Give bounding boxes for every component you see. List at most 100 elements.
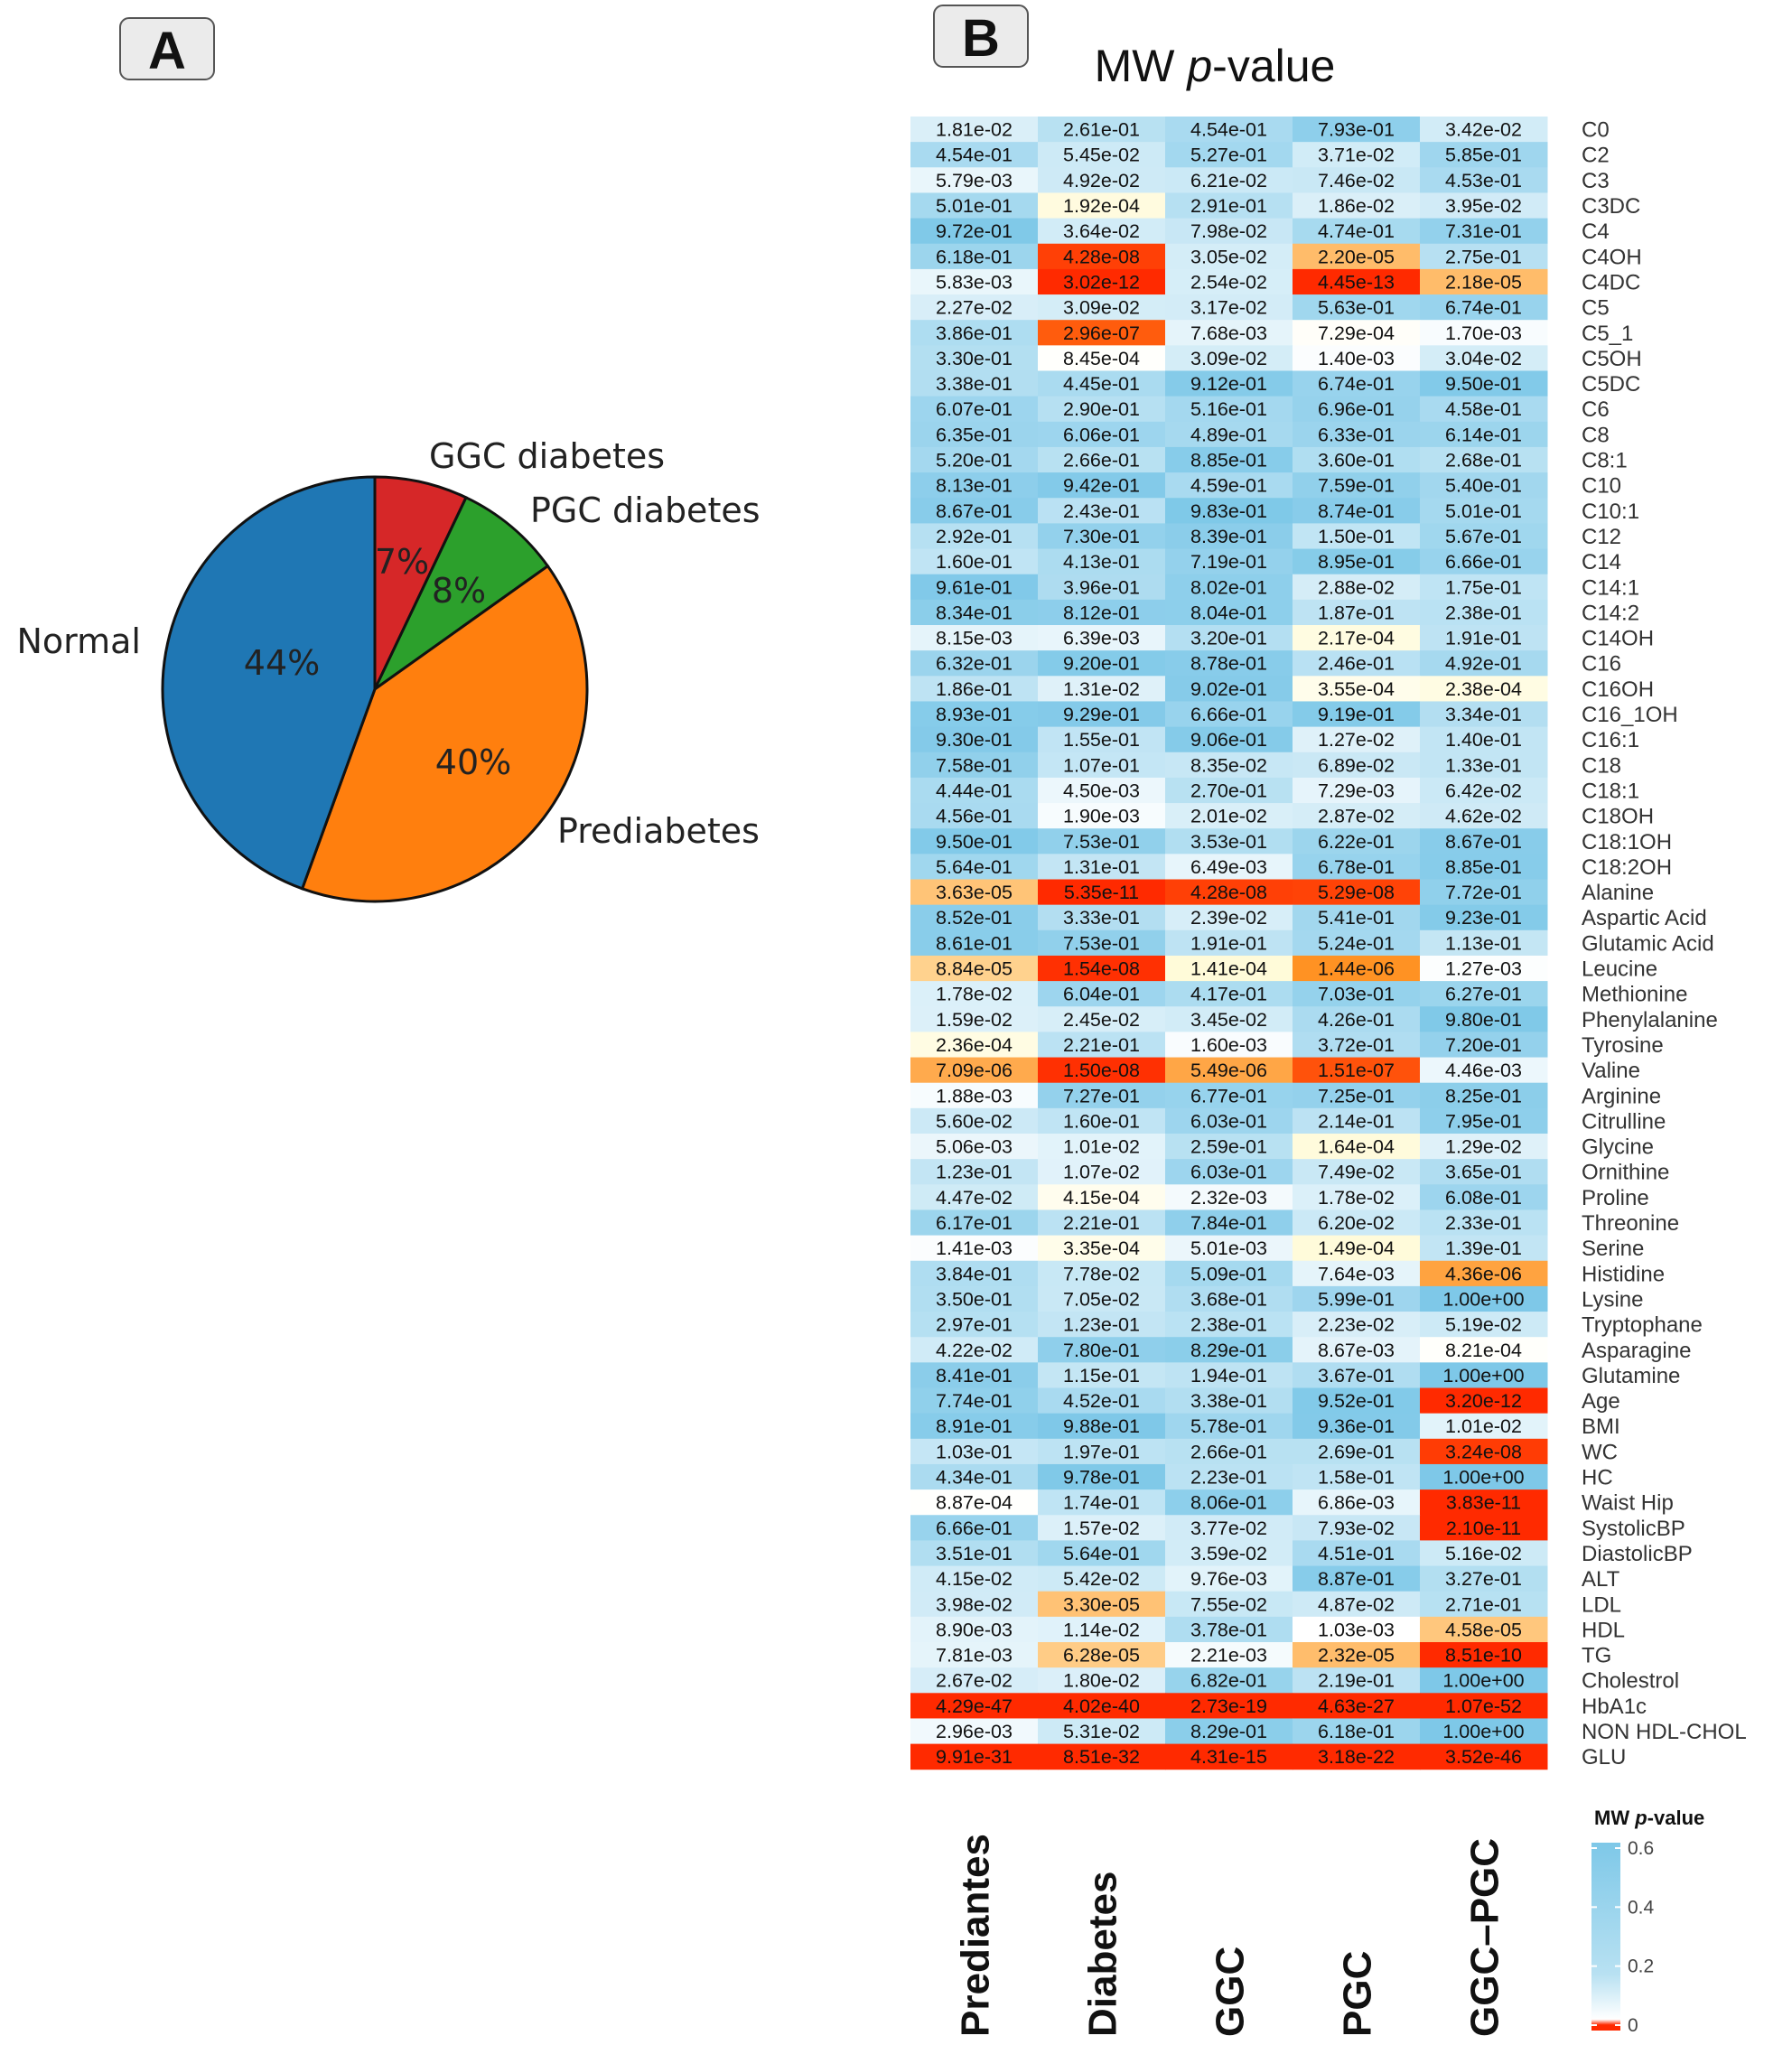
heatmap-cell-value: 3.60e-01	[1318, 450, 1395, 472]
row-label-tg: TG	[1582, 1644, 1611, 1668]
heatmap-cell-value: 9.91e-31	[936, 1746, 1013, 1768]
heatmap-cell-proline-ggc	[1165, 1184, 1293, 1210]
heatmap-cell-value: 1.00e+00	[1442, 1670, 1524, 1692]
heatmap-cell-value: 9.80e-01	[1445, 1009, 1522, 1031]
heatmap-cell-value: 1.51e-07	[1318, 1060, 1395, 1081]
heatmap-cell-value: 1.50e-01	[1318, 526, 1395, 547]
heatmap-cell-value: 3.63e-05	[936, 882, 1013, 903]
heatmap-cell-value: 8.13e-01	[936, 475, 1013, 497]
row-label-c5: C5	[1582, 296, 1610, 321]
heatmap-cell-value: 2.96e-07	[1063, 322, 1140, 344]
heatmap-cell-c4oh-pgc	[1293, 243, 1421, 270]
heatmap-cell-value: 6.14e-01	[1445, 424, 1522, 445]
heatmap-cell-value: 3.04e-02	[1445, 348, 1522, 369]
heatmap-cell-c18-ggc-pgc	[1420, 752, 1548, 779]
heatmap-cell-value: 2.43e-01	[1063, 500, 1140, 522]
heatmap-cell-c5-1-pgc	[1293, 320, 1421, 346]
heatmap-cell-threonine-ggc	[1165, 1209, 1293, 1237]
heatmap-cell-histidine-pgc	[1293, 1260, 1421, 1287]
heatmap-cell-c16-1-ggc	[1165, 726, 1293, 753]
heatmap-cell-value: 8.67e-01	[1445, 831, 1522, 853]
heatmap-cell-value: 4.45e-01	[1063, 373, 1140, 395]
heatmap-cell-value: 4.31e-15	[1190, 1746, 1267, 1768]
row-label-c18-1: C18:1	[1582, 779, 1639, 803]
heatmap-cell-cholestrol-pgc	[1293, 1667, 1421, 1694]
row-label-arginine: Arginine	[1582, 1084, 1661, 1108]
heatmap-cell-c4dc-ggc-pgc	[1420, 268, 1548, 295]
heatmap-cell-value: 2.01e-02	[1190, 806, 1267, 827]
heatmap-cell-ornithine-diabetes	[1038, 1159, 1166, 1185]
row-label-c5-1: C5_1	[1582, 322, 1633, 346]
heatmap-cell-proline-ggc-pgc	[1420, 1184, 1548, 1210]
heatmap-cell-value: 1.80e-02	[1063, 1670, 1140, 1692]
heatmap-cell-c4oh-prediantes	[910, 243, 1039, 270]
heatmap-cell-value: 3.68e-01	[1190, 1288, 1267, 1310]
heatmap-cell-value: 1.13e-01	[1445, 932, 1522, 954]
heatmap-cell-tryptophane-pgc	[1293, 1312, 1421, 1338]
heatmap-cell-alanine-prediantes	[910, 879, 1039, 906]
legend-tick-label: 0.4	[1628, 1897, 1655, 1918]
heatmap-cell-ldl-prediantes	[910, 1591, 1039, 1618]
heatmap-cell-value: 3.95e-02	[1445, 195, 1522, 217]
heatmap-cell-wc-diabetes	[1038, 1438, 1166, 1465]
heatmap-cell-value: 1.91e-01	[1190, 932, 1267, 954]
heatmap-cell-leucine-diabetes	[1038, 955, 1166, 982]
heatmap-cell-serine-ggc-pgc	[1420, 1235, 1548, 1262]
heatmap-cell-tyrosine-pgc	[1293, 1032, 1421, 1059]
heatmap-cell-value: 8.90e-03	[936, 1619, 1013, 1640]
legend-tick-label: 0.2	[1628, 1956, 1654, 1977]
heatmap-cell-value: 1.40e-01	[1445, 729, 1522, 751]
row-label-tyrosine: Tyrosine	[1582, 1033, 1664, 1058]
heatmap-cell-value: 5.83e-03	[936, 271, 1013, 293]
heatmap-cell-value: 2.39e-02	[1190, 907, 1267, 929]
heatmap-cell-age-prediantes	[910, 1387, 1039, 1415]
heatmap-cell-asparagine-diabetes	[1038, 1337, 1166, 1363]
row-label-ornithine: Ornithine	[1582, 1161, 1669, 1185]
heatmap-cell-c3dc-diabetes	[1038, 192, 1166, 219]
heatmap-cell-arginine-ggc-pgc	[1420, 1082, 1548, 1109]
heatmap-cell-value: 2.14e-01	[1318, 1110, 1395, 1132]
heatmap-cell-value: 1.39e-01	[1445, 1237, 1522, 1259]
heatmap-cell-aspartic-acid-diabetes	[1038, 904, 1166, 931]
heatmap-cell-value: 7.29e-03	[1318, 780, 1395, 801]
heatmap-cell-histidine-ggc-pgc	[1420, 1260, 1548, 1287]
heatmap-cell-wc-ggc-pgc	[1420, 1438, 1548, 1465]
heatmap-cell-c3-prediantes	[910, 167, 1039, 193]
heatmap-cell-value: 8.51e-32	[1063, 1746, 1140, 1768]
heatmap-cell-value: 7.72e-01	[1445, 882, 1522, 903]
heatmap-cell-c4oh-ggc-pgc	[1420, 243, 1548, 270]
heatmap-cell-value: 1.29e-02	[1445, 1136, 1522, 1158]
heatmap-cell-value: 1.03e-01	[936, 1441, 1013, 1462]
heatmap-cell-value: 4.17e-01	[1190, 984, 1267, 1005]
legend-tick-label: 0	[1628, 2015, 1638, 2036]
heatmap-cell-c14-2-ggc-pgc	[1420, 599, 1548, 626]
heatmap-cell-c16-prediantes	[910, 650, 1039, 677]
legend-title: MW p-value	[1594, 1807, 1704, 1829]
heatmap-cell-value: 3.96e-01	[1063, 576, 1140, 598]
heatmap-cell-value: 3.53e-01	[1190, 831, 1267, 853]
heatmap-cell-value: 4.74e-01	[1318, 220, 1395, 242]
heatmap-cell-glycine-prediantes	[910, 1134, 1039, 1160]
heatmap-cell-c14oh-diabetes	[1038, 625, 1166, 651]
heatmap-cell-value: 1.23e-01	[1063, 1314, 1140, 1336]
pie-label-normal: Normal	[17, 621, 142, 661]
heatmap-cell-hba1c-prediantes	[910, 1693, 1039, 1719]
heatmap-cell-value: 2.96e-03	[936, 1721, 1013, 1742]
heatmap-cell-c4dc-ggc	[1165, 268, 1293, 295]
heatmap-cells: 1.81e-02 2.61e-01 4.54e-01 7.93e-01 3.42e-02…	[910, 117, 1548, 1770]
heatmap-cell-glu-prediantes	[910, 1743, 1039, 1770]
heatmap-cell-value: 6.49e-03	[1190, 856, 1267, 878]
heatmap-cell-value: 9.23e-01	[1445, 907, 1522, 929]
heatmap-cell-c16oh-pgc	[1293, 676, 1421, 702]
heatmap-cell-value: 9.88e-01	[1063, 1415, 1140, 1437]
heatmap-cell-c16-1oh-ggc-pgc	[1420, 701, 1548, 728]
heatmap-cell-value: 5.01e-01	[1445, 500, 1522, 522]
heatmap-cell-c10-prediantes	[910, 472, 1039, 499]
heatmap-cell-c16oh-prediantes	[910, 676, 1039, 702]
heatmap-cell-c2-diabetes	[1038, 142, 1166, 168]
heatmap-cell-glutamic-acid-ggc-pgc	[1420, 929, 1548, 957]
heatmap-cell-value: 3.20e-12	[1445, 1390, 1522, 1412]
heatmap-cell-value: 8.41e-01	[936, 1365, 1013, 1387]
heatmap-cell-bmi-ggc	[1165, 1413, 1293, 1440]
heatmap-cell-citrulline-pgc	[1293, 1107, 1421, 1135]
